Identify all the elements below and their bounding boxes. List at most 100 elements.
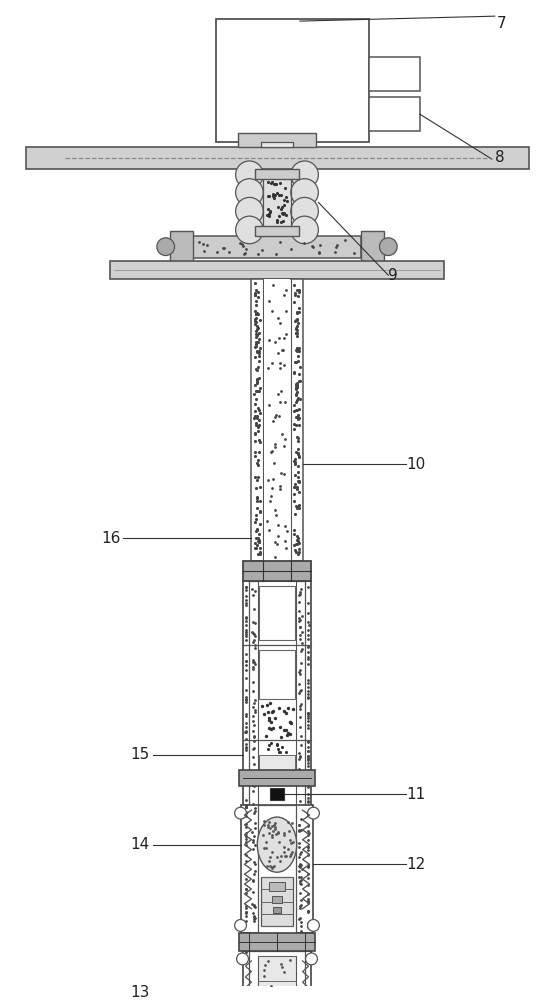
Point (291, 402, 300, 418)
Point (293, 322, 302, 338)
Point (249, 897, 258, 913)
Point (294, 932, 303, 948)
Point (295, 940, 304, 956)
Point (304, 832, 312, 848)
Point (256, 434, 265, 450)
Point (265, 206, 274, 222)
Point (238, 238, 247, 254)
Point (253, 490, 262, 506)
Point (284, 725, 293, 741)
Point (295, 449, 304, 465)
Point (297, 581, 306, 597)
Point (275, 408, 284, 424)
Point (265, 849, 274, 865)
Point (295, 875, 304, 891)
Bar (249, 169, 305, 236)
Point (251, 469, 260, 485)
Point (241, 579, 250, 595)
Point (265, 737, 274, 753)
Point (304, 605, 312, 621)
Point (250, 756, 259, 772)
Point (292, 312, 301, 328)
Point (304, 915, 312, 931)
Point (248, 896, 257, 912)
Point (303, 790, 312, 806)
Point (295, 748, 304, 764)
Point (304, 644, 312, 660)
Bar (261, 877, 293, 926)
Point (241, 816, 250, 832)
Point (295, 631, 304, 647)
Point (294, 353, 302, 369)
Point (304, 794, 312, 810)
Point (295, 448, 304, 464)
Point (281, 189, 290, 205)
Point (296, 898, 305, 914)
Point (265, 188, 274, 204)
Bar (369, 97, 420, 131)
Point (295, 666, 304, 682)
Point (241, 819, 250, 835)
Point (251, 800, 260, 816)
Point (251, 329, 260, 345)
Point (266, 978, 275, 994)
Point (295, 391, 304, 407)
Point (271, 507, 280, 523)
Point (253, 359, 262, 375)
Bar (170, 231, 193, 262)
Point (280, 533, 289, 549)
Point (213, 244, 221, 260)
Point (290, 456, 299, 472)
Point (292, 528, 301, 544)
Point (250, 942, 259, 958)
Point (250, 433, 259, 449)
Point (290, 454, 299, 470)
Point (281, 282, 290, 298)
Point (253, 321, 261, 337)
Point (286, 726, 295, 742)
Point (283, 727, 292, 743)
Point (250, 349, 259, 365)
Point (241, 943, 250, 959)
Point (291, 376, 300, 392)
Point (275, 700, 284, 716)
Point (265, 853, 274, 869)
Point (241, 834, 250, 850)
Point (241, 799, 250, 815)
Point (249, 723, 258, 739)
Point (304, 708, 312, 724)
Point (250, 426, 259, 442)
Point (267, 714, 276, 730)
Point (304, 775, 312, 791)
Point (249, 832, 258, 848)
Point (271, 407, 280, 423)
Point (266, 444, 275, 460)
Point (293, 384, 302, 400)
Point (273, 345, 282, 361)
Point (276, 360, 285, 376)
Point (279, 438, 288, 454)
Point (242, 628, 251, 644)
Point (270, 858, 279, 874)
Bar (193, 236, 361, 258)
Point (255, 405, 264, 421)
Bar (109, 261, 445, 279)
Point (303, 786, 312, 802)
Point (253, 374, 261, 390)
Point (259, 827, 268, 843)
Point (295, 340, 304, 356)
Point (253, 530, 262, 546)
Point (291, 476, 300, 492)
Point (248, 768, 257, 784)
Point (241, 653, 250, 669)
Point (255, 353, 264, 369)
Point (249, 614, 258, 630)
Point (277, 383, 286, 399)
Point (253, 521, 261, 537)
Point (330, 244, 339, 260)
Point (294, 348, 302, 364)
Point (295, 497, 304, 513)
Point (251, 293, 260, 309)
Point (251, 514, 260, 530)
Point (263, 704, 272, 720)
